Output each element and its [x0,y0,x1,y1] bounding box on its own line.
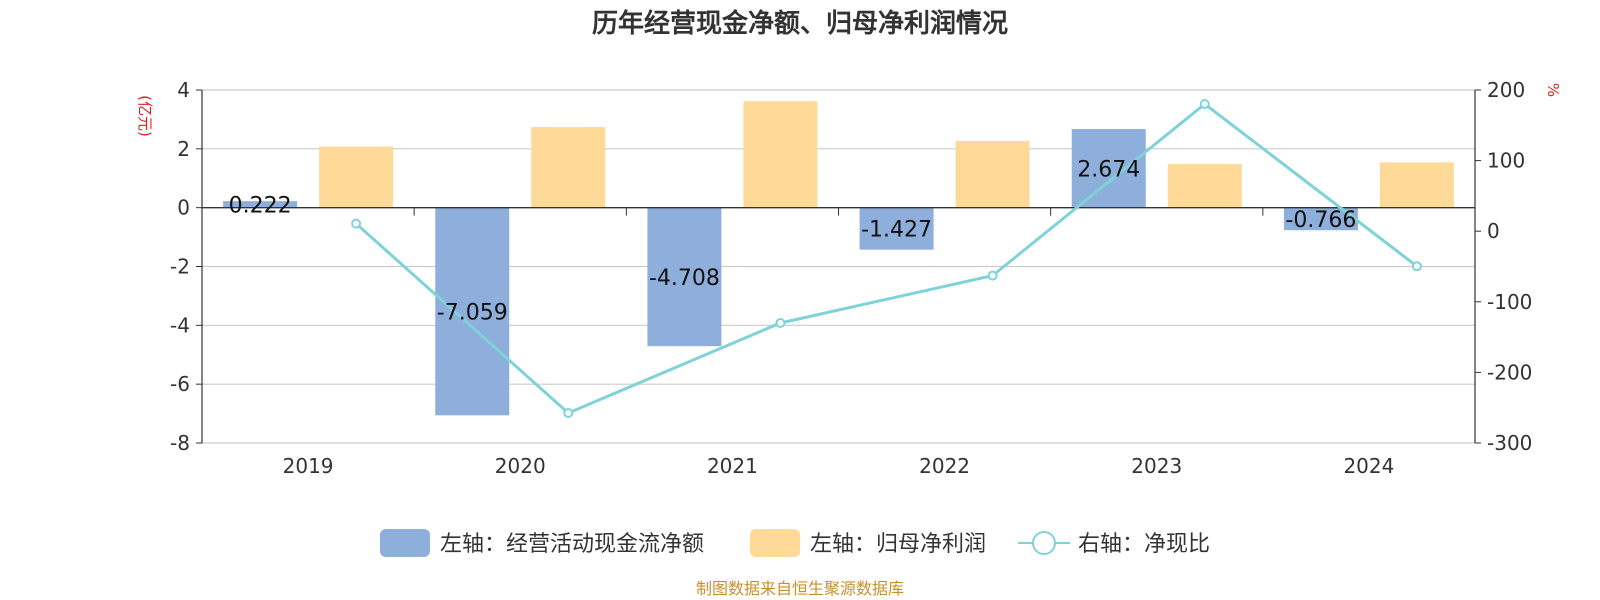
cash-flow-data-label: 0.222 [229,193,292,218]
net-profit-bar [319,146,394,208]
x-tick-label: 2023 [1131,454,1182,478]
net-profit-bar [1167,164,1242,208]
net-profit-bar [743,101,818,208]
legend-swatch [750,529,800,557]
left-tick-label: 0 [177,196,190,220]
cash-flow-data-label: 2.674 [1077,157,1140,182]
grid-lines [202,89,1475,444]
cash-flow-data-label: -0.766 [1285,208,1356,233]
x-tick-label: 2024 [1343,454,1394,478]
left-tick-label: 2 [177,137,190,161]
right-tick-label: -100 [1487,290,1532,314]
ratio-point [351,218,362,229]
net-profit-bar [955,140,1030,208]
ratio-point [1199,99,1210,110]
net-profit-bar [1379,162,1454,208]
legend-marker [1032,531,1056,555]
bars [202,101,1475,416]
left-tick-label: -6 [170,372,190,396]
legend: 左轴：经营活动现金流净额 左轴：归母净利润 右轴：净现比 [380,529,1210,557]
cash-flow-bar [1283,207,1358,231]
net-profit-bar [531,127,606,208]
cash-flow-data-label: -1.427 [861,218,932,243]
x-tick-label: 2021 [707,454,758,478]
cash-flow-bar [223,201,298,208]
x-tick-label: 2019 [283,454,334,478]
cash-flow-bar [435,207,510,416]
left-tick-label: -2 [170,255,190,279]
legend-label: 左轴：归母净利润 [810,532,986,557]
source-note: 制图数据来自恒生聚源数据库 [696,579,904,598]
legend-label: 左轴：经营活动现金流净额 [440,532,704,557]
ratio-point [775,317,786,328]
left-tick-label: -4 [170,313,190,337]
cash-flow-bar [647,207,722,347]
axes: 4 2 0 -2 -4 -6 -8 200 100 0 -100 -200 -300 2019 2020 20… [170,78,1532,478]
cash-flow-bar [1071,129,1146,208]
left-tick-label: 4 [177,78,190,102]
legend-swatch [380,529,430,557]
right-tick-label: -300 [1487,431,1532,455]
ratio-point [987,270,998,281]
ratio-point [563,407,574,418]
data-labels: 0.222 -7.059 -4.708 -1.427 2.674 -0.766 [229,157,1357,325]
right-tick-label: -200 [1487,360,1532,384]
x-tick-label: 2022 [919,454,970,478]
x-tick-label: 2020 [495,454,546,478]
right-tick-label: 0 [1487,219,1500,243]
right-tick-label: 100 [1487,149,1525,173]
right-tick-label: 200 [1487,78,1525,102]
cash-flow-bar [859,207,934,250]
left-tick-label: -8 [170,431,190,455]
ratio-series-line [355,102,1418,415]
right-axis-unit: % [1544,83,1562,97]
left-axis-unit: (亿元) [136,95,154,137]
cash-flow-data-label: -7.059 [437,300,508,325]
legend-label: 右轴：净现比 [1078,532,1210,557]
chart-title: 历年经营现金净额、归母净利润情况 [592,8,1008,39]
cash-flow-data-label: -4.708 [649,266,720,291]
ratio-point [1411,261,1422,272]
ratio-line [351,99,1422,418]
